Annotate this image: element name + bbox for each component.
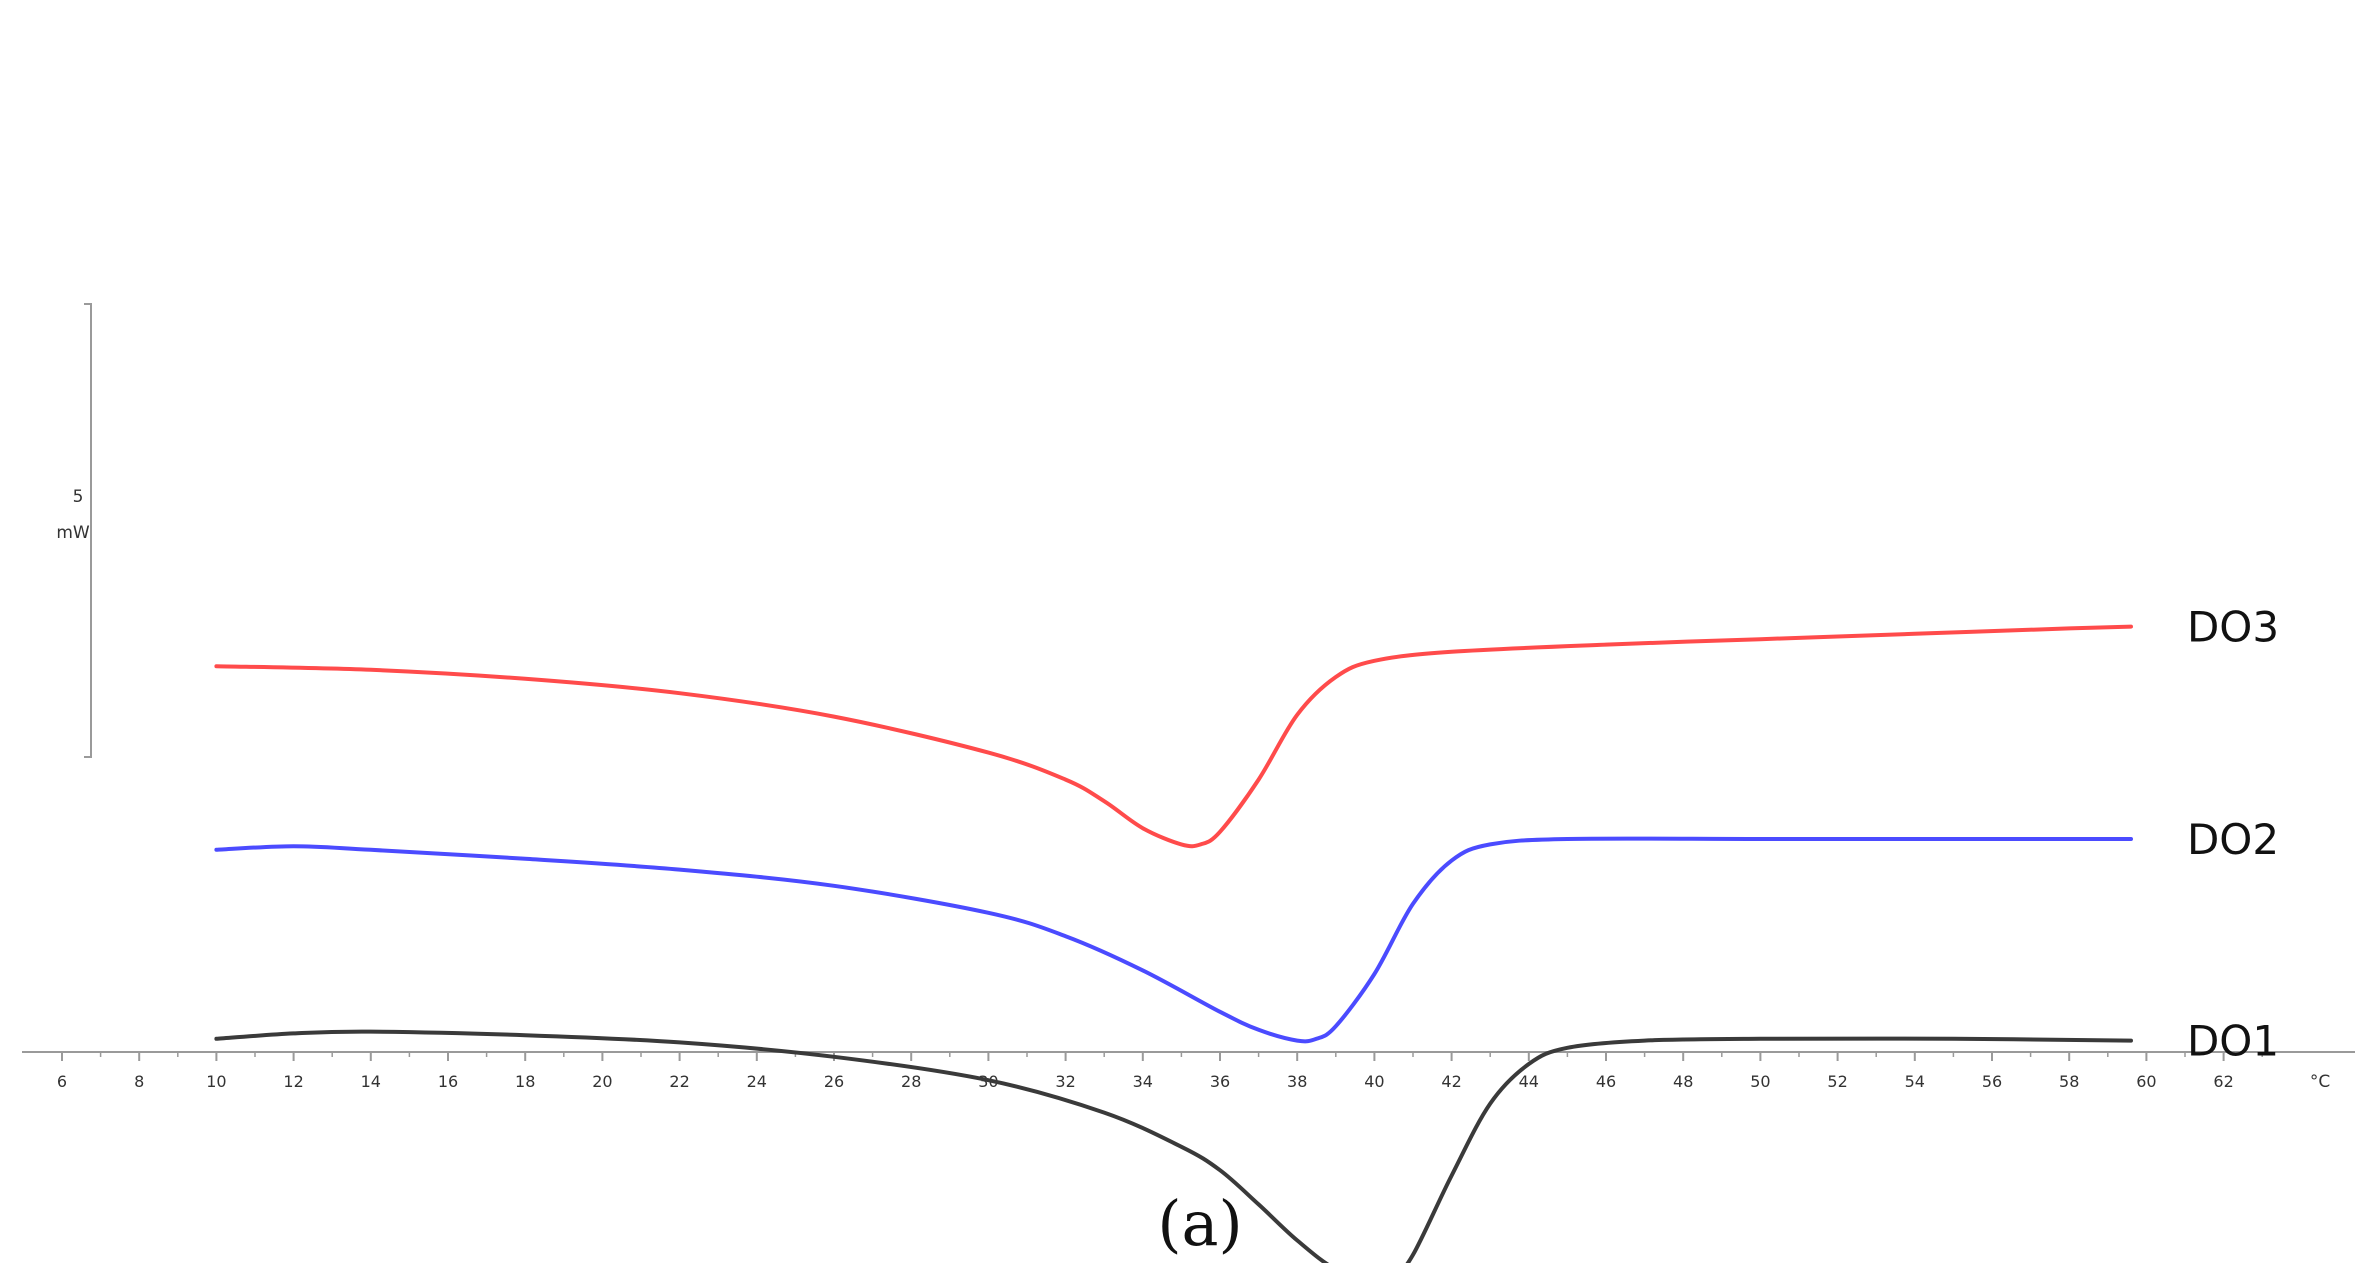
scale-bar: 5 mW	[56, 303, 92, 758]
x-tick-label: 28	[901, 1072, 921, 1091]
series-label-do3: DO3	[2187, 603, 2279, 652]
x-tick-label: 12	[283, 1072, 303, 1091]
scale-bar-value: 5	[73, 487, 84, 507]
x-axis: 6 8 10 12 14 16 18 20 22 24 26 28 30 32 34 36 38 40 42 44 46…	[22, 1051, 2355, 1092]
x-tick-label: 58	[2059, 1072, 2079, 1091]
x-axis-unit-label: °C	[2310, 1072, 2330, 1092]
x-tick-label: 48	[1673, 1072, 1693, 1091]
x-tick-label: 18	[515, 1072, 535, 1091]
x-tick-label: 54	[1905, 1072, 1925, 1091]
x-tick-label: 34	[1133, 1072, 1153, 1091]
series-group: DO3 DO2 DO1	[214, 603, 2279, 1263]
x-tick-label: 40	[1364, 1072, 1384, 1091]
x-tick-label: 38	[1287, 1072, 1307, 1091]
x-tick-label: 32	[1055, 1072, 1075, 1091]
x-tick-label: 10	[206, 1072, 226, 1091]
figure-caption: (a)	[1157, 1187, 1242, 1260]
x-tick-label: 8	[134, 1072, 144, 1091]
x-tick-label: 50	[1750, 1072, 1770, 1091]
x-tick-label: 20	[592, 1072, 612, 1091]
x-tick-label: 62	[2213, 1072, 2233, 1091]
scale-bar-unit: mW	[56, 523, 90, 543]
x-tick-label: 24	[747, 1072, 767, 1091]
x-tick-label: 60	[2136, 1072, 2156, 1091]
x-tick-label: 26	[824, 1072, 844, 1091]
series-line-do2	[214, 836, 2133, 1044]
x-tick-label: 46	[1596, 1072, 1616, 1091]
x-tick-label: 36	[1210, 1072, 1230, 1091]
x-tick-label: 22	[669, 1072, 689, 1091]
x-tick-label: 52	[1827, 1072, 1847, 1091]
series-label-do1: DO1	[2187, 1017, 2279, 1066]
x-tick-label: 16	[438, 1072, 458, 1091]
series-label-do2: DO2	[2187, 815, 2279, 864]
x-tick-label: 14	[361, 1072, 381, 1091]
series-line-do1	[214, 1029, 2133, 1263]
x-tick-label: 44	[1519, 1072, 1539, 1091]
x-tick-label: 42	[1441, 1072, 1461, 1091]
series-line-do3	[214, 624, 2133, 849]
x-tick-label: 56	[1982, 1072, 2002, 1091]
x-tick-label: 6	[57, 1072, 67, 1091]
